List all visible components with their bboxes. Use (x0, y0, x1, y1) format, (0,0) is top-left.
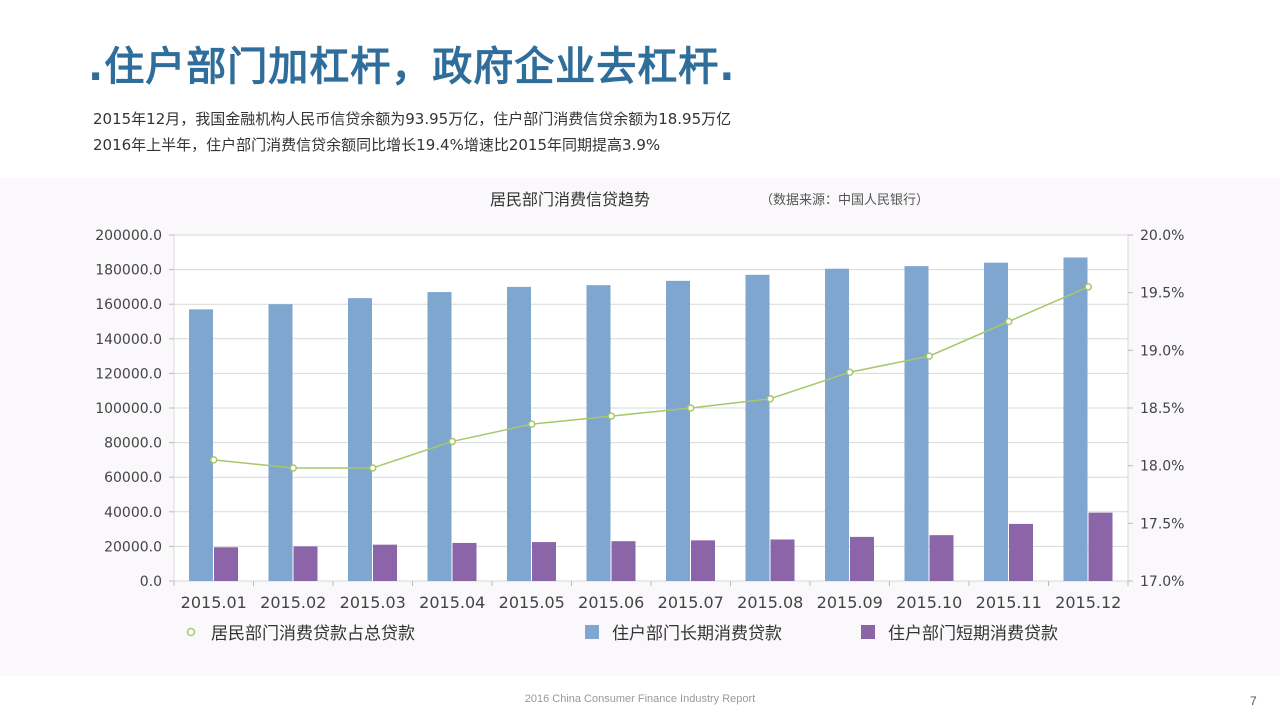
ratio-point (528, 420, 536, 428)
bar-long-term (904, 266, 929, 581)
y-right-tick-label: 18.0% (1140, 459, 1184, 475)
legend-marker-long-term (585, 625, 599, 639)
ratio-point (1084, 283, 1092, 291)
legend-label-short-term: 住户部门短期消费贷款 (888, 624, 1058, 644)
bar-long-term (507, 286, 531, 581)
y-left-tick-label: 180000.0 (95, 263, 162, 279)
y-right-tick-label: 17.5% (1140, 516, 1184, 532)
y-left-tick-label: 80000.0 (104, 436, 162, 452)
bar-long-term (586, 285, 611, 581)
x-tick-label: 2015.04 (419, 593, 485, 612)
ratio-point (1005, 317, 1013, 326)
bar-long-term (1063, 257, 1088, 581)
page-number: 7 (1250, 694, 1257, 708)
x-tick-label: 2015.12 (1055, 593, 1121, 612)
ratio-line (213, 286, 1089, 469)
bar-long-term (984, 262, 1008, 581)
y-left-tick-label: 40000.0 (104, 505, 162, 521)
bar-short-term (850, 536, 874, 581)
y-right-tick-label: 19.0% (1140, 343, 1184, 359)
bar-short-term (452, 542, 477, 581)
bar-long-term (189, 309, 213, 581)
slide-title: .住户部门加杠杆，政府企业去杠杆. (88, 44, 736, 90)
legend-label-long-term: 住户部门长期消费贷款 (612, 624, 782, 644)
x-tick-label: 2015.02 (260, 593, 326, 612)
legend-marker-short-term (861, 625, 875, 639)
y-left-tick-label: 200000.0 (95, 228, 162, 244)
bar-long-term (666, 280, 690, 581)
bar-short-term (532, 542, 556, 581)
bar-short-term (691, 540, 715, 581)
ratio-point (766, 395, 774, 403)
chart-title: 居民部门消费信贷趋势 (490, 190, 650, 209)
legend-marker-ratio (186, 627, 196, 637)
y-left-tick-label: 60000.0 (104, 470, 162, 486)
footer-text: 2016 China Consumer Finance Industry Rep… (524, 693, 756, 705)
ratio-point (369, 464, 377, 472)
bar-long-term (745, 274, 770, 581)
legend-label-ratio: 居民部门消费贷款占总贷款 (211, 624, 415, 644)
subtitle-line-2: 2016年上半年，住户部门消费信贷余额同比增长19.4%增速比2015年同期提高… (93, 136, 661, 154)
x-tick-label: 2015.10 (896, 593, 962, 612)
y-left-tick-label: 0.0 (140, 574, 162, 590)
bar-short-term (770, 539, 795, 581)
chart-source-note: （数据来源：中国人民银行） (760, 193, 929, 208)
y-left-tick-label: 140000.0 (95, 332, 162, 348)
ratio-point (687, 404, 695, 412)
ratio-point (846, 368, 854, 376)
bar-short-term (214, 547, 238, 581)
x-tick-label: 2015.06 (578, 593, 644, 612)
bar-short-term (293, 546, 318, 581)
bar-short-term (929, 535, 954, 581)
y-left-tick-label: 160000.0 (95, 297, 162, 313)
x-tick-label: 2015.08 (737, 593, 803, 612)
y-left-tick-label: 120000.0 (95, 366, 162, 382)
ratio-point (925, 352, 933, 360)
ratio-point (607, 412, 615, 420)
bar-long-term (348, 298, 372, 581)
x-tick-label: 2015.03 (340, 593, 406, 612)
bar-short-term (1088, 512, 1113, 581)
bar-short-term (373, 544, 397, 581)
bar-long-term (268, 304, 293, 581)
ratio-point (289, 464, 297, 472)
x-tick-label: 2015.09 (817, 593, 883, 612)
x-tick-label: 2015.11 (976, 593, 1042, 612)
ratio-point (210, 456, 218, 464)
y-right-tick-label: 20.0% (1140, 228, 1184, 244)
y-right-tick-label: 18.5% (1140, 401, 1184, 417)
y-left-tick-label: 100000.0 (95, 401, 162, 417)
x-tick-label: 2015.01 (181, 593, 247, 612)
y-left-tick-label: 20000.0 (104, 539, 162, 555)
bar-long-term (427, 292, 452, 581)
y-right-tick-label: 19.5% (1140, 286, 1184, 302)
x-tick-label: 2015.05 (499, 593, 565, 612)
bar-short-term (1009, 523, 1033, 581)
y-right-tick-label: 17.0% (1140, 574, 1184, 590)
bar-short-term (611, 541, 636, 581)
bar-long-term (825, 268, 849, 581)
x-tick-label: 2015.07 (658, 593, 724, 612)
ratio-point (448, 437, 456, 446)
subtitle-line-1: 2015年12月，我国金融机构人民币信贷余额为93.95万亿，住户部门消费信贷余… (93, 110, 732, 128)
